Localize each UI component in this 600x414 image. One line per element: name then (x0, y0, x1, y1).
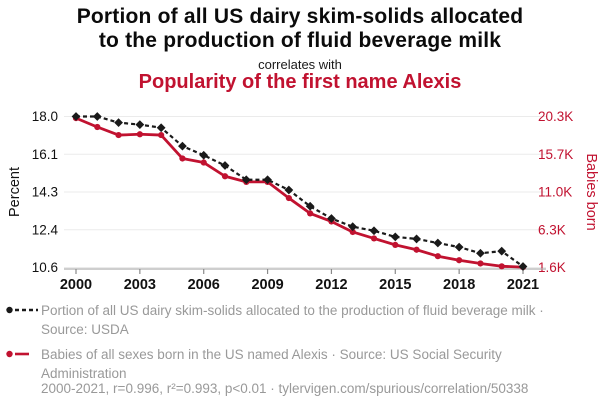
solid-red-line-icon (6, 350, 29, 358)
x-axis-tick-label: 2015 (379, 277, 411, 293)
legend-item-label: Portion of all US dairy skim-solids allo… (41, 303, 544, 338)
legend-item-alexis-babies: Babies of all sexes born in the US named… (5, 345, 565, 383)
left-axis-tick-label: 18.0 (32, 109, 58, 124)
data-point-marker (497, 246, 507, 256)
data-point-marker (263, 175, 272, 185)
correlated-variable-title: Popularity of the first name Alexis (138, 71, 462, 93)
data-point-marker (284, 185, 294, 195)
left-axis-tick-label: 16.1 (32, 147, 58, 162)
data-point-marker (115, 131, 122, 139)
data-point-marker (434, 253, 441, 260)
data-point-marker (327, 214, 336, 223)
left-axis-tick-label: 12.4 (32, 222, 59, 237)
data-point-marker (156, 123, 166, 133)
legend-item-label: Babies of all sexes born in the US named… (41, 347, 502, 382)
data-point-marker (94, 123, 101, 131)
right-axis-tick-label: 1.6K (538, 260, 566, 275)
data-point-marker (158, 131, 165, 139)
data-point-marker (199, 150, 209, 160)
left-axis-title: Percent (7, 167, 23, 217)
legend-item-skim-solids: Portion of all US dairy skim-solids allo… (5, 301, 565, 339)
right-axis-tick-label: 6.3K (538, 222, 566, 237)
left-axis-tick-label: 10.6 (32, 260, 58, 275)
dashed-black-line-icon (6, 306, 38, 314)
right-axis-tick-label: 20.3K (538, 109, 573, 124)
stats-and-source-footnote: 2000-2021, r=0.996, r²=0.993, p<0.01 · t… (41, 381, 529, 396)
data-point-marker (135, 120, 145, 130)
data-point-marker (178, 141, 187, 151)
data-point-marker (136, 131, 143, 138)
data-point-marker (114, 118, 123, 128)
data-point-marker (179, 155, 186, 162)
x-axis-tick-label: 2003 (124, 277, 156, 293)
data-point-marker (92, 112, 102, 121)
data-point-marker (220, 161, 230, 170)
right-axis-tick-label: 15.7K (538, 147, 573, 162)
data-point-marker (349, 228, 356, 236)
data-point-marker (307, 210, 314, 217)
correlates-with-text: correlates with (258, 57, 342, 72)
data-point-marker (413, 246, 420, 253)
data-point-marker (454, 242, 464, 252)
data-point-marker (412, 234, 421, 244)
data-point-marker (200, 159, 207, 166)
data-point-marker (477, 260, 484, 267)
page-title-line-2: to the production of fluid beverage milk (98, 29, 502, 52)
data-point-marker (390, 232, 400, 242)
left-axis-tick-label: 14.3 (32, 185, 58, 200)
page-title-line-1: Portion of all US dairy skim-solids allo… (76, 5, 524, 28)
data-point-marker (392, 241, 399, 248)
x-axis-tick-label: 2006 (188, 277, 220, 293)
data-point-marker (456, 257, 463, 264)
data-point-marker (369, 226, 379, 236)
right-axis-tick-label: 11.0K (538, 185, 572, 200)
data-point-marker (370, 235, 378, 242)
grid-and-axes: 18.0 20.3K 16.1 15.7K 14.3 11.0K 12.4 6.3K 10.6 1… (7, 109, 599, 293)
dual-axis-line-chart: 18.0 20.3K 16.1 15.7K 14.3 11.0K 12.4 6.3K 10.6 1… (7, 109, 599, 293)
x-axis-tick-label: 2021 (507, 277, 539, 293)
x-axis-tick-label: 2018 (443, 277, 475, 293)
data-point-marker (433, 238, 443, 248)
data-point-marker (285, 194, 292, 202)
data-point-marker (476, 248, 485, 258)
data-point-marker (498, 263, 505, 270)
right-axis-title: Babies born (583, 153, 599, 230)
x-axis-tick-label: 2009 (251, 277, 283, 293)
x-axis-tick-label: 2012 (315, 277, 347, 293)
x-axis-tick-label: 2000 (60, 277, 92, 293)
data-point-marker (221, 173, 229, 180)
